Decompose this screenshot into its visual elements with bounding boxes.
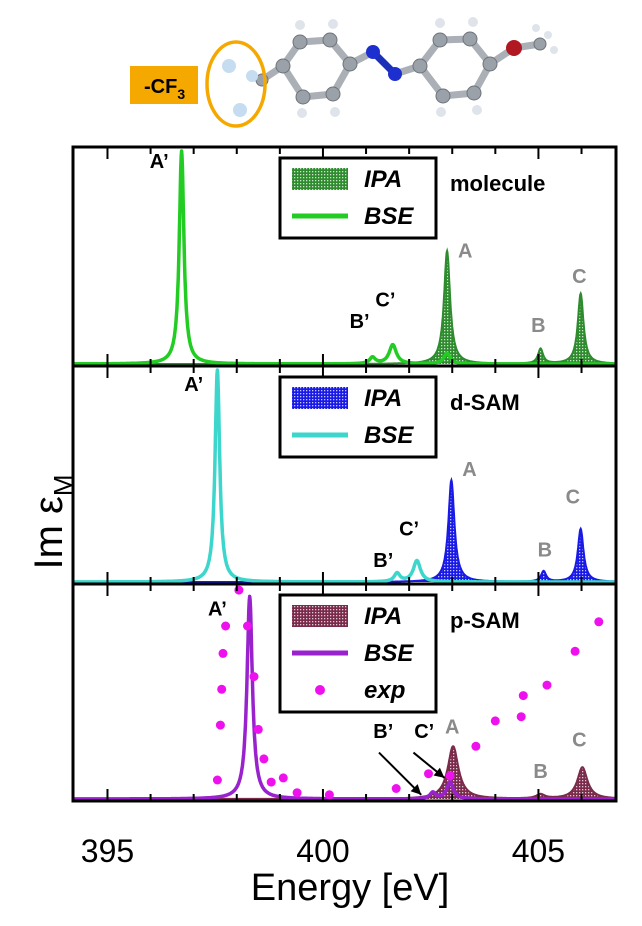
- legend-label: exp: [364, 677, 405, 704]
- exp-point: [266, 777, 276, 787]
- cf3-tag-box: [130, 66, 198, 104]
- exp-point: [215, 720, 225, 730]
- peak-label: C’: [375, 290, 395, 312]
- legend-label: IPA: [364, 603, 402, 630]
- x-axis-label: Energy [eV]: [251, 867, 450, 909]
- peak-label: C: [572, 266, 586, 288]
- legend-swatch-ipa-hatch: [292, 605, 348, 627]
- peak-label: B’: [373, 550, 393, 572]
- panel-title: d-SAM: [450, 390, 520, 415]
- exp-point: [278, 773, 288, 783]
- series-bse-line: [71, 368, 618, 584]
- series-ipa-outline: [73, 476, 616, 583]
- legend-swatch-ipa-hatch: [292, 387, 348, 409]
- panel-molecule: A’ B’C’ A B C IPA BSE molecule: [71, 145, 618, 368]
- panel-frame: [71, 582, 618, 803]
- peak-label: A: [458, 241, 472, 263]
- x-tick-label: 405: [512, 833, 565, 869]
- exp-point: [292, 788, 302, 798]
- series-ipa-area: [73, 480, 616, 582]
- legend-label: IPA: [364, 166, 402, 193]
- legend-swatch-exp: [315, 685, 325, 695]
- peak-label: C’: [399, 518, 419, 540]
- panel-d-sam: A’ B’ C’ A B C IPA BSE d-SAM: [71, 364, 618, 586]
- peak-label: B: [531, 315, 545, 337]
- exp-point: [490, 716, 500, 726]
- peak-label: A’: [150, 151, 169, 173]
- series-ipa-hatch: [73, 251, 616, 364]
- exp-point: [243, 621, 252, 631]
- exp-point: [594, 617, 604, 627]
- peak-label: C: [572, 729, 586, 751]
- legend-label: IPA: [364, 385, 402, 412]
- exp-point: [516, 712, 526, 722]
- series-ipa-hatch: [73, 480, 616, 582]
- exp-point: [259, 754, 269, 764]
- series-bse-line: [71, 594, 618, 801]
- legend-label: BSE: [364, 422, 414, 449]
- peak-label: A’: [184, 374, 203, 396]
- cf3-highlight-ring: [205, 40, 267, 128]
- exp-point: [471, 741, 481, 751]
- exp-point: [542, 680, 552, 690]
- exp-point: [253, 724, 263, 734]
- peak-label: A: [445, 717, 459, 739]
- cf3-tag: -CF3: [144, 76, 185, 102]
- series-bse-line: [71, 149, 618, 366]
- peak-label: B’: [373, 721, 393, 743]
- peak-label: C’: [414, 721, 434, 743]
- legend-label: BSE: [364, 203, 414, 230]
- exp-point: [391, 784, 401, 793]
- molecule-illustration: [205, 17, 558, 128]
- peak-label: C: [566, 487, 580, 509]
- panel-title: p-SAM: [450, 608, 520, 633]
- x-tick-label: 395: [81, 833, 134, 869]
- x-tick-label: 400: [296, 833, 349, 869]
- exp-point: [424, 769, 433, 779]
- peak-label: B: [538, 540, 552, 562]
- exp-point: [249, 672, 259, 682]
- exp-point: [218, 648, 228, 658]
- exp-point: [221, 621, 231, 631]
- panel-title: molecule: [450, 171, 545, 196]
- exp-point: [518, 691, 528, 701]
- annotation-arrowhead: [433, 767, 445, 778]
- exp-point: [570, 646, 580, 656]
- y-axis-label: Im εM: [27, 474, 78, 569]
- peak-label: B: [533, 761, 547, 783]
- peak-label: A: [462, 459, 476, 481]
- exp-point: [217, 684, 227, 694]
- peak-label: B’: [350, 311, 370, 333]
- series-ipa-outline: [73, 247, 617, 365]
- annotation-arrowhead: [410, 784, 422, 795]
- exp-point: [445, 771, 455, 781]
- exp-point: [324, 790, 334, 800]
- legend-label: BSE: [364, 640, 414, 667]
- exp-point: [234, 585, 244, 595]
- legend-swatch-ipa-hatch: [292, 168, 348, 190]
- series-ipa-area: [73, 251, 616, 364]
- panel-p-sam: A’ B’ C’ A B C IPA BSE exp p-SAM: [71, 582, 618, 803]
- exp-point: [212, 775, 222, 785]
- peak-label: A’: [208, 598, 227, 620]
